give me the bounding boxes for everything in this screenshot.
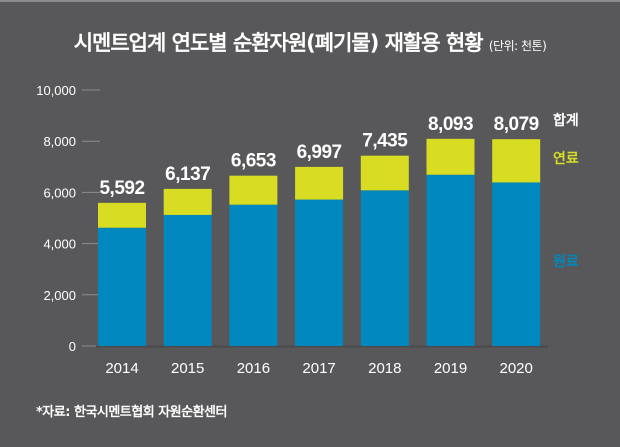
bar-raw-material bbox=[229, 204, 278, 346]
chart-title-unit: (단위: 천톤) bbox=[488, 39, 547, 53]
bar-fuel bbox=[163, 188, 212, 215]
y-tick-label: 0 bbox=[69, 339, 76, 354]
x-tick-label: 2015 bbox=[171, 360, 204, 377]
bar-raw-material bbox=[492, 182, 541, 346]
bar-raw-material bbox=[360, 190, 409, 346]
x-tick-label: 2014 bbox=[105, 360, 138, 377]
legend-total: 합계 bbox=[553, 112, 579, 129]
bar-raw-material bbox=[426, 174, 475, 346]
chart-title: 시멘트업계 연도별 순환자원(폐기물) 재활용 현황 (단위: 천톤) bbox=[0, 27, 620, 57]
y-axis: 0 2,000 4,000 6,000 8,000 10,000 bbox=[36, 83, 548, 354]
total-value-label: 5,592 bbox=[99, 178, 144, 199]
bar-raw-material bbox=[163, 214, 212, 346]
total-value-label: 7,435 bbox=[362, 131, 408, 152]
bar-fuel bbox=[426, 138, 475, 175]
bar-fuel bbox=[492, 139, 541, 183]
top-border bbox=[0, 0, 620, 2]
source-note: *자료: 한국시멘트협회 자원순환센터 bbox=[36, 405, 227, 420]
x-tick-label: 2019 bbox=[434, 360, 467, 377]
y-tick-label: 4,000 bbox=[43, 237, 76, 252]
total-value-label: 6,997 bbox=[297, 142, 342, 163]
legend-fuel: 연료 bbox=[553, 151, 579, 167]
y-tick-label: 6,000 bbox=[43, 185, 76, 200]
total-value-label: 6,653 bbox=[231, 151, 276, 172]
bar-fuel bbox=[229, 175, 278, 205]
bar-raw-material bbox=[98, 227, 146, 346]
total-value-label: 8,079 bbox=[494, 114, 539, 135]
y-tick-label: 8,000 bbox=[43, 134, 76, 149]
bar-raw-material bbox=[295, 199, 344, 346]
x-tick-label: 2018 bbox=[368, 360, 401, 377]
bar-fuel bbox=[360, 155, 409, 191]
bar-fuel bbox=[98, 202, 146, 228]
total-value-label: 6,137 bbox=[165, 164, 210, 185]
x-tick-label: 2020 bbox=[500, 360, 533, 377]
chart-title-main: 시멘트업계 연도별 순환자원(폐기물) 재활용 현황 bbox=[73, 31, 484, 55]
legend-raw-material: 원료 bbox=[553, 254, 579, 270]
x-tick-label: 2016 bbox=[237, 360, 270, 377]
bars: 5,592 6,137 6,653 6,997 7,435 8,093 8,079 bbox=[98, 114, 541, 346]
x-tick-label: 2017 bbox=[302, 360, 335, 377]
y-tick-label: 2,000 bbox=[43, 288, 76, 303]
bar-fuel bbox=[295, 166, 344, 200]
y-tick-label: 10,000 bbox=[36, 83, 76, 98]
x-axis: 2014 2015 2016 2017 2018 2019 2020 bbox=[105, 360, 533, 377]
total-value-label: 8,093 bbox=[428, 114, 473, 135]
